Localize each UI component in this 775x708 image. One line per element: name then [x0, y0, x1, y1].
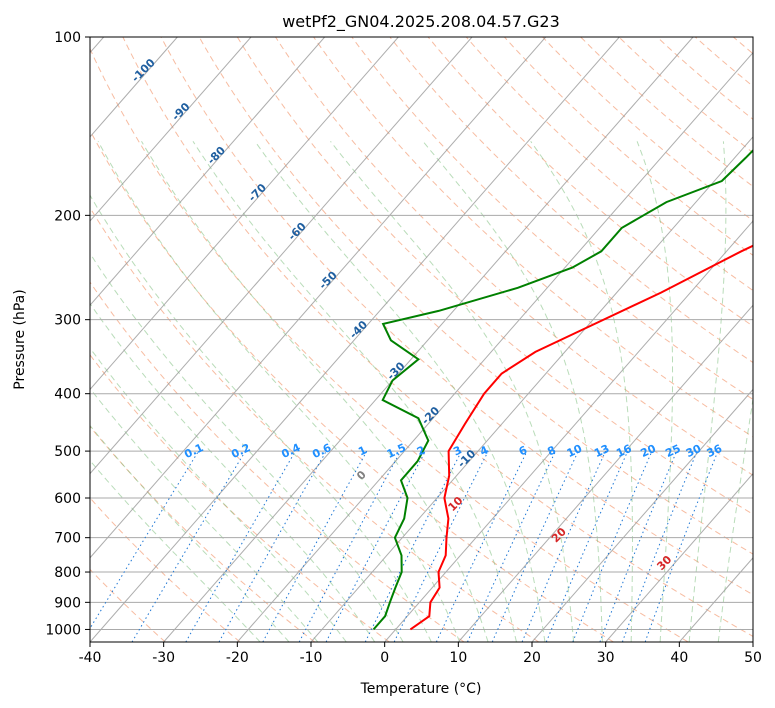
- isotherm-line: [90, 37, 473, 475]
- isotherm-line: [236, 51, 753, 642]
- dewpoint-profile-line: [372, 148, 753, 631]
- dry-adiabat: [90, 129, 614, 642]
- chart-title: wetPf2_GN04.2025.208.04.57.G23: [282, 12, 560, 32]
- mixing-ratio-label: 36: [705, 442, 725, 460]
- dry-adiabat: [90, 47, 689, 642]
- y-tick-label: 600: [54, 491, 81, 507]
- isotherm-line: [90, 37, 326, 306]
- x-tick-label: 0: [380, 650, 389, 666]
- x-tick-label: 50: [744, 650, 762, 666]
- mixing-ratio-line: [185, 450, 296, 642]
- mixing-ratio-line: [218, 450, 327, 642]
- y-axis-ticks: 1000 900 800 700 600 500 400 300 200 100: [45, 30, 90, 638]
- grid-layer: [90, 37, 753, 642]
- dry-adiabat: [465, 37, 753, 292]
- isotherm-line: [90, 37, 252, 222]
- y-axis-label: Pressure (hPa): [12, 289, 28, 389]
- dry-adiabat: [313, 37, 753, 438]
- mixing-ratio-label: 16: [614, 442, 634, 460]
- y-tick-label: 100: [54, 30, 81, 46]
- mixing-ratio-label: 10: [565, 442, 585, 460]
- y-tick-label: 400: [54, 387, 81, 403]
- dry-adiabat: [90, 354, 390, 642]
- x-tick-label: 20: [523, 650, 541, 666]
- mixing-ratio-label: 30: [684, 442, 704, 460]
- dry-adiabat: [427, 37, 753, 327]
- mixing-ratio-line: [491, 450, 579, 642]
- isotherm-line: [457, 304, 753, 642]
- mixing-ratio-line: [262, 450, 368, 642]
- mixing-ratio-line: [131, 450, 246, 642]
- isotherm-line: [384, 220, 753, 642]
- isotherm-line: [163, 37, 694, 642]
- y-tick-label: 300: [54, 313, 81, 329]
- plot-frame: [89, 36, 754, 643]
- mixing-ratio-line: [90, 450, 200, 630]
- mixing-ratio-line: [467, 450, 557, 642]
- dry-adiabat: [618, 37, 753, 154]
- x-axis-ticks: -40 -30 -20 -10 0 10 20 30 40 50: [79, 642, 762, 666]
- x-tick-label: -40: [79, 650, 102, 666]
- mixing-ratio-label: 20: [639, 442, 659, 460]
- dry-adiabat: [160, 37, 753, 596]
- isotherm-line: [310, 136, 753, 642]
- isotherm-line: [90, 37, 620, 642]
- temperature-profile-line: [409, 244, 753, 631]
- y-tick-label: 700: [54, 531, 81, 547]
- mixing-ratio-label: 25: [663, 442, 682, 460]
- mixing-ratio-line: [599, 450, 678, 642]
- dry-adiabat: [504, 37, 753, 256]
- x-tick-label: -30: [152, 650, 175, 666]
- mixing-ratio-label: 13: [592, 442, 611, 460]
- x-axis-label: Temperature (°C): [360, 681, 482, 697]
- x-tick-label: -10: [300, 650, 323, 666]
- isotherm-line: [531, 388, 753, 642]
- dry-adiabat: [90, 425, 316, 642]
- series-layer: [372, 148, 753, 631]
- y-tick-label: 1000: [45, 622, 81, 638]
- dry-adiabat: [198, 37, 753, 555]
- x-tick-label: 30: [597, 650, 615, 666]
- mixing-ratio-line: [435, 450, 528, 642]
- x-tick-label: 10: [449, 650, 467, 666]
- dry-adiabat: [351, 37, 753, 401]
- isotherm-line: [90, 37, 547, 559]
- isotherm-line: [90, 37, 399, 391]
- x-tick-label: -20: [226, 650, 249, 666]
- isotherm-line: [605, 472, 753, 642]
- y-tick-label: 200: [54, 208, 81, 224]
- y-tick-label: 500: [54, 444, 81, 460]
- x-tick-label: 40: [670, 650, 688, 666]
- y-tick-label: 800: [54, 565, 81, 581]
- dry-adiabat: [90, 281, 465, 642]
- mixing-ratio-line: [572, 450, 653, 642]
- y-tick-label: 900: [54, 595, 81, 611]
- dry-adiabat: [236, 37, 753, 515]
- mixing-ratio-line: [521, 450, 607, 642]
- dry-adiabat: [90, 206, 540, 642]
